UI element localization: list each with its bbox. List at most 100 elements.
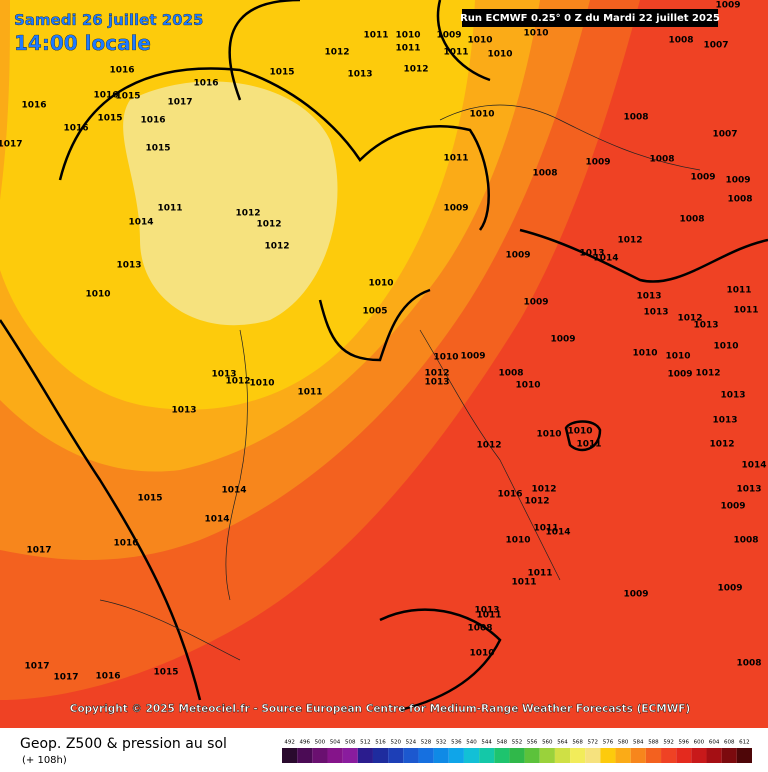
pressure-label: 1010 bbox=[85, 290, 110, 300]
pressure-label: 1013 bbox=[474, 606, 499, 616]
pressure-label: 1012 bbox=[709, 440, 734, 450]
pressure-label: 1008 bbox=[736, 659, 761, 669]
pressure-label: 1017 bbox=[24, 662, 49, 672]
footer-lead: (+ 108h) bbox=[22, 755, 67, 766]
colorbar-cell bbox=[403, 748, 419, 763]
colorbar-cell bbox=[570, 748, 586, 763]
colorbar-label: 524 bbox=[406, 740, 417, 746]
colorbar-cell bbox=[297, 748, 313, 763]
pressure-label: 1008 bbox=[498, 369, 523, 379]
pressure-label: 1015 bbox=[97, 114, 122, 124]
pressure-label: 1013 bbox=[643, 308, 668, 318]
colorbar-cell bbox=[721, 748, 737, 763]
colorbar-label: 548 bbox=[497, 740, 508, 746]
pressure-label: 1011 bbox=[443, 48, 468, 58]
pressure-label: 1008 bbox=[649, 155, 674, 165]
colorbar-label: 528 bbox=[421, 740, 432, 746]
colorbar-cell bbox=[479, 748, 495, 763]
pressure-label: 1011 bbox=[476, 611, 501, 621]
pressure-label: 1009 bbox=[585, 158, 610, 168]
pressure-label: 1010 bbox=[505, 536, 530, 546]
colorbar-label: 564 bbox=[557, 740, 568, 746]
pressure-label: 1009 bbox=[717, 584, 742, 594]
colorbar-cell bbox=[372, 748, 389, 763]
pressure-label: 1014 bbox=[593, 254, 618, 264]
pressure-label: 1009 bbox=[550, 335, 575, 345]
colorbar-label: 600 bbox=[694, 740, 705, 746]
pressure-label: 1014 bbox=[545, 528, 570, 538]
date-title: Samedi 26 juillet 2025 bbox=[14, 11, 204, 29]
pressure-label: 1009 bbox=[725, 176, 750, 186]
colorbar-label: 608 bbox=[724, 740, 735, 746]
colorbar-label: 500 bbox=[315, 740, 326, 746]
pressure-label: 1016 bbox=[63, 124, 88, 134]
pressure-label: 1012 bbox=[677, 314, 702, 324]
pressure-label: 1013 bbox=[347, 70, 372, 80]
pressure-label: 1015 bbox=[145, 144, 170, 154]
colorbar-cell bbox=[524, 748, 540, 763]
pressure-label: 1017 bbox=[53, 673, 78, 683]
pressure-label: 1005 bbox=[362, 307, 387, 317]
pressure-label: 1017 bbox=[167, 98, 192, 108]
time-title: 14:00 locale bbox=[14, 31, 151, 55]
colorbar-label: 584 bbox=[633, 740, 644, 746]
pressure-label: 1012 bbox=[225, 377, 250, 387]
colorbar-cell bbox=[494, 748, 510, 763]
colorbar-cell bbox=[448, 748, 464, 763]
colorbar-cell bbox=[645, 748, 662, 763]
colorbar-label: 520 bbox=[390, 740, 401, 746]
colorbar-label: 552 bbox=[512, 740, 523, 746]
pressure-label: 1009 bbox=[690, 173, 715, 183]
colorbar-cell bbox=[357, 748, 373, 763]
pressure-label: 1010 bbox=[487, 50, 512, 60]
pressure-label: 1010 bbox=[433, 353, 458, 363]
colorbar-cell bbox=[615, 748, 631, 763]
pressure-label: 1012 bbox=[617, 236, 642, 246]
pressure-label: 1008 bbox=[733, 536, 758, 546]
pressure-label: 1014 bbox=[741, 461, 766, 471]
colorbar-label: 576 bbox=[603, 740, 614, 746]
pressure-label: 1016 bbox=[140, 116, 165, 126]
pressure-label: 1013 bbox=[712, 416, 737, 426]
pressure-label: 1010 bbox=[249, 379, 274, 389]
pressure-label: 1012 bbox=[264, 242, 289, 252]
colorbar-cell bbox=[342, 748, 358, 763]
colorbar-cell bbox=[282, 748, 298, 763]
pressure-label: 1012 bbox=[424, 369, 449, 379]
pressure-label: 1012 bbox=[695, 369, 720, 379]
pressure-label: 1009 bbox=[667, 370, 692, 380]
pressure-label: 1013 bbox=[636, 292, 661, 302]
pressure-label: 1009 bbox=[715, 1, 740, 11]
pressure-label: 1016 bbox=[21, 101, 46, 111]
pressure-label: 1010 bbox=[515, 381, 540, 391]
colorbar-cell bbox=[327, 748, 343, 763]
pressure-label: 1011 bbox=[157, 204, 182, 214]
pressure-label: 1011 bbox=[363, 31, 388, 41]
run-info: Run ECMWF 0.25° 0 Z du Mardi 22 juillet … bbox=[460, 13, 720, 24]
pressure-label: 1015 bbox=[153, 668, 178, 678]
pressure-label: 1011 bbox=[726, 286, 751, 296]
pressure-label: 1013 bbox=[736, 485, 761, 495]
pressure-label: 1008 bbox=[668, 36, 693, 46]
colorbar-label: 572 bbox=[588, 740, 599, 746]
pressure-label: 1011 bbox=[533, 524, 558, 534]
contour-fill bbox=[123, 81, 338, 326]
pressure-label: 1013 bbox=[693, 321, 718, 331]
colorbar-label: 544 bbox=[481, 740, 492, 746]
colorbar-label: 536 bbox=[451, 740, 462, 746]
colorbar-label: 532 bbox=[436, 740, 447, 746]
colorbar-label: 556 bbox=[527, 740, 538, 746]
pressure-label: 1010 bbox=[665, 352, 690, 362]
pressure-label: 1011 bbox=[297, 388, 322, 398]
pressure-label: 1017 bbox=[26, 546, 51, 556]
colorbar-label: 592 bbox=[663, 740, 674, 746]
colorbar-cell bbox=[433, 748, 449, 763]
pressure-label: 1010 bbox=[632, 349, 657, 359]
pressure-label: 1009 bbox=[436, 31, 461, 41]
colorbar-cell bbox=[554, 748, 571, 763]
colorbar-label: 508 bbox=[345, 740, 356, 746]
colorbar-label: 496 bbox=[299, 740, 310, 746]
colorbar-label: 612 bbox=[739, 740, 750, 746]
colorbar-cell bbox=[388, 748, 404, 763]
